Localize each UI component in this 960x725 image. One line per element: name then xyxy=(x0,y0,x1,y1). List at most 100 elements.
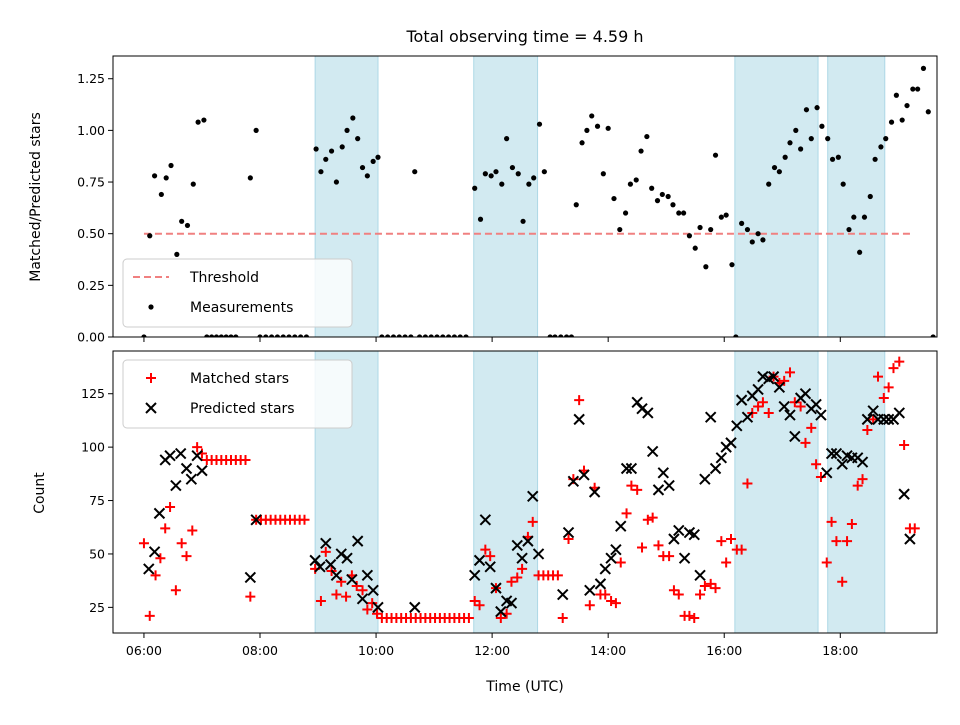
predicted-star-point xyxy=(562,526,575,539)
measurement-point xyxy=(611,195,617,202)
matched-star-point xyxy=(517,563,528,574)
measurement-point xyxy=(339,144,345,150)
predicted-star-point xyxy=(673,524,685,537)
predicted-star-point xyxy=(244,571,257,584)
legend-label: Matched stars xyxy=(190,371,289,387)
measurement-point xyxy=(213,334,220,337)
matched-star-point xyxy=(800,437,811,448)
bottom-legend-box xyxy=(122,359,353,429)
measurement-point xyxy=(402,334,408,337)
matched-star-point xyxy=(362,604,373,615)
measurement-point xyxy=(798,146,804,152)
matched-star-point xyxy=(170,585,181,596)
x-tick-label: 10:00 xyxy=(358,643,394,658)
measurement-point xyxy=(760,237,766,243)
measurement-point xyxy=(739,220,745,226)
matched-star-point xyxy=(868,414,879,425)
predicted-star-point xyxy=(784,409,796,421)
matched-star-point xyxy=(789,397,800,408)
top-legend: Threshold Measurements xyxy=(122,258,353,328)
measurement-point xyxy=(681,210,687,216)
measurement-point xyxy=(350,115,356,121)
predicted-star-point xyxy=(735,394,748,406)
matched-star-point xyxy=(736,544,747,555)
measurement-point xyxy=(390,334,397,337)
measurement-point xyxy=(552,334,558,337)
measurement-point xyxy=(766,181,772,187)
measurement-point xyxy=(520,218,526,224)
matched-star-point xyxy=(883,382,894,393)
bottom-axes-frame xyxy=(112,350,938,634)
predicted-star-point xyxy=(830,447,843,460)
matched-star-point xyxy=(245,591,256,602)
matched-star-point xyxy=(557,613,568,624)
measurement-point xyxy=(536,121,543,127)
matched-star-point xyxy=(240,454,251,465)
top-legend-box xyxy=(122,258,353,328)
measurement-point xyxy=(209,334,215,337)
measurement-point xyxy=(463,334,469,337)
top-axes-frame xyxy=(112,55,938,338)
predicted-star-point xyxy=(789,430,801,443)
matched-star-point xyxy=(826,516,837,527)
top-y-tick-label: 0.00 xyxy=(77,330,105,345)
measurement-point xyxy=(499,181,505,187)
measurement-point xyxy=(416,334,423,337)
predicted-star-point xyxy=(527,490,539,502)
matched-star-point xyxy=(600,589,611,600)
measurement-point xyxy=(504,136,510,142)
matched-star-point xyxy=(574,395,585,406)
measurement-point xyxy=(829,156,836,162)
matched-star-point xyxy=(726,534,736,544)
measurement-point xyxy=(457,334,463,337)
measurement-point xyxy=(412,169,418,175)
measurement-point xyxy=(190,181,196,187)
top-y-axis-label: Matched/Predicted stars xyxy=(28,112,44,282)
measurement-point xyxy=(422,334,428,337)
measurement-point xyxy=(323,156,329,162)
measurement-point xyxy=(257,334,263,337)
matched-star-point xyxy=(721,557,732,568)
predicted-star-point xyxy=(625,462,638,475)
predicted-star-point xyxy=(893,407,905,419)
measurement-point xyxy=(888,119,895,125)
measurement-point xyxy=(168,162,174,169)
top-plot-area xyxy=(141,56,936,337)
measurement-point xyxy=(733,334,739,337)
measurement-point xyxy=(899,117,905,123)
matched-star-point xyxy=(699,581,710,591)
measurement-point xyxy=(477,216,484,222)
measurement-point xyxy=(385,334,391,337)
measurement-point xyxy=(692,245,698,251)
matched-star-point xyxy=(742,478,753,489)
bottom-y-axis-label: Count xyxy=(32,472,48,514)
measurement-point xyxy=(303,334,310,337)
predicted-star-point xyxy=(799,388,812,400)
measurement-point xyxy=(723,212,729,218)
measurement-point xyxy=(594,123,601,129)
top-shaded-interval xyxy=(827,56,886,337)
top-chart-title: Total observing time = 4.59 h xyxy=(405,27,643,46)
predicted-star-point xyxy=(484,561,496,573)
measurement-point xyxy=(253,127,259,133)
matched-star-point xyxy=(647,512,658,523)
measurement-point xyxy=(228,334,234,337)
measurement-point xyxy=(364,173,370,179)
measurement-point xyxy=(782,154,788,160)
measurement-point xyxy=(263,334,269,337)
matched-star-point xyxy=(842,536,853,547)
matched-star-point xyxy=(710,583,721,594)
predicted-star-point xyxy=(479,514,492,526)
matched-star-point xyxy=(506,576,517,587)
predicted-star-point xyxy=(567,475,580,488)
predicted-star-point xyxy=(731,420,743,432)
measurement-point xyxy=(665,193,671,200)
top-y-tick-label: 1.00 xyxy=(77,123,105,138)
measurement-point xyxy=(893,92,899,98)
matched-star-point xyxy=(653,540,664,551)
measurement-point xyxy=(584,127,590,133)
measurement-point xyxy=(313,146,319,152)
measurement-point xyxy=(712,152,719,158)
matched-star-point xyxy=(463,613,474,624)
